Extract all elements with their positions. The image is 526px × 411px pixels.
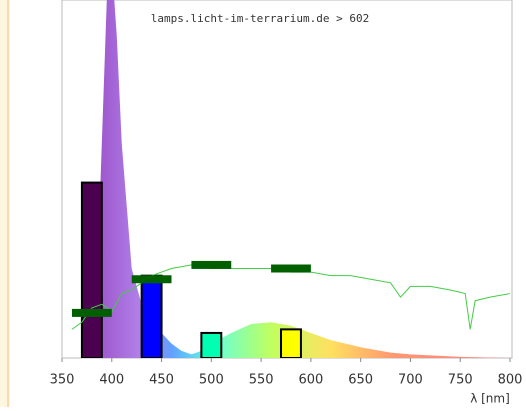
x-tick-label: 750 [448, 373, 473, 388]
x-tick-label: 800 [498, 373, 523, 388]
bar [80, 181, 103, 358]
x-tick-label: 550 [249, 373, 274, 388]
x-tick-label: 500 [199, 373, 224, 388]
bar [280, 328, 302, 358]
x-tick-label: 600 [298, 373, 323, 388]
band-marker [71, 308, 112, 317]
band-marker [131, 275, 172, 284]
plot [71, 0, 511, 358]
chart-title: lamps.licht-im-terrarium.de > 602 [151, 12, 370, 25]
bar [140, 274, 163, 358]
x-axis-label: λ [nm] [470, 392, 510, 406]
side-strip [0, 0, 10, 407]
band-marker [191, 260, 232, 269]
x-tick-label: 450 [149, 373, 174, 388]
x-tick-label: 650 [348, 373, 373, 388]
band-marker [271, 264, 311, 273]
spectrum-area [91, 0, 510, 358]
x-tick-label: 700 [398, 373, 423, 388]
x-tick-label: 350 [50, 373, 75, 388]
x-tick-label: 400 [99, 373, 124, 388]
bar [200, 331, 223, 358]
